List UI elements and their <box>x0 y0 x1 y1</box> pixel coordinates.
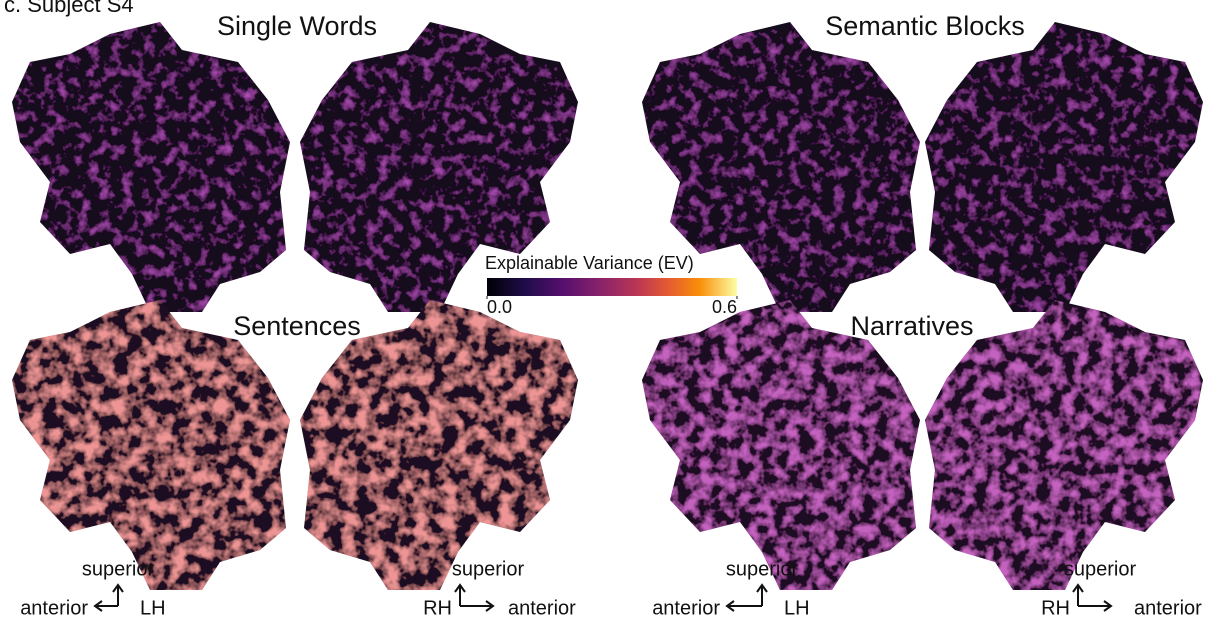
arrow <box>1073 585 1111 611</box>
orientation-label: LH <box>140 597 166 619</box>
arrow <box>455 585 493 611</box>
orientation-label: anterior <box>1134 597 1202 619</box>
orientation-label: LH <box>784 597 810 619</box>
colorbar-label: Explainable Variance (EV) <box>485 253 694 273</box>
flatmap <box>642 300 1203 590</box>
orientation-label: superior <box>726 558 799 580</box>
arrow <box>95 585 123 611</box>
orientation-label: anterior <box>20 597 88 619</box>
orientation-label: anterior <box>508 597 576 619</box>
colorbar: Explainable Variance (EV) <box>480 253 740 296</box>
orientation-label: RH <box>423 597 452 619</box>
panel-title: Single Words <box>217 11 377 41</box>
tick-label: 0.0 <box>487 297 512 317</box>
orientation-label: RH <box>1041 597 1070 619</box>
colorbar-ramp <box>487 278 737 296</box>
panel-label: c. Subject S4 <box>4 0 134 17</box>
orientation-label: anterior <box>652 597 720 619</box>
figure: c. Subject S4 Single Words Semantic Bloc… <box>0 0 1215 625</box>
orientation-key: superior anterior LH <box>20 558 165 619</box>
panel-title: Semantic Blocks <box>825 11 1025 41</box>
flatmap <box>12 300 578 590</box>
orientation-label: superior <box>1064 558 1137 580</box>
panel-title: Narratives <box>850 311 973 341</box>
orientation-label: superior <box>452 558 525 580</box>
tick-label: 0.6 <box>712 297 737 317</box>
panel-title: Sentences <box>233 311 361 341</box>
orientation-label: superior <box>82 558 155 580</box>
arrow <box>727 585 767 611</box>
